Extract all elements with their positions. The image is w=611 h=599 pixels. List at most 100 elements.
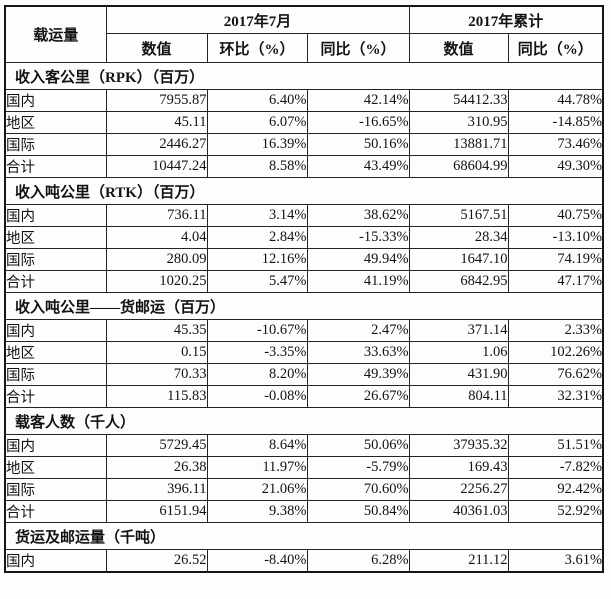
july-value-cell: 6151.94	[105, 500, 208, 523]
july-yoy-cell: -15.33%	[306, 226, 410, 249]
table-row: 国际 70.33 8.20% 49.39% 431.90 76.62%	[4, 363, 604, 386]
july-yoy-cell: 49.94%	[306, 248, 410, 271]
row-label: 国内	[4, 319, 107, 342]
july-mom-cell: 6.07%	[206, 111, 308, 134]
section-title-passengers: 载客人数（千人）	[4, 407, 604, 435]
row-label: 国际	[4, 133, 107, 156]
section-title-rtk-cargo: 收入吨公里——货邮运（百万）	[4, 292, 604, 320]
july-mom-cell: 9.38%	[206, 500, 308, 523]
table-row: 地区 4.04 2.84% -15.33% 28.34 -13.10%	[4, 226, 604, 249]
ytd-value-cell: 5167.51	[408, 204, 509, 227]
row-label: 合计	[4, 155, 107, 178]
july-value-cell: 70.33	[105, 363, 208, 386]
july-mom-cell: 6.40%	[206, 89, 308, 112]
july-mom-cell: -10.67%	[206, 319, 308, 342]
table-row: 地区 0.15 -3.35% 33.63% 1.06 102.26%	[4, 341, 604, 364]
july-value-header: 数值	[105, 33, 208, 63]
ytd-value-header: 数值	[408, 33, 509, 63]
ytd-value-cell: 371.14	[408, 319, 509, 342]
july-yoy-cell: 70.60%	[306, 478, 410, 501]
july-value-cell: 2446.27	[105, 133, 208, 156]
july-mom-cell: 11.97%	[206, 456, 308, 479]
ytd-value-cell: 169.43	[408, 456, 509, 479]
ytd-yoy-cell: 102.26%	[507, 341, 604, 364]
july-value-cell: 5729.45	[105, 434, 208, 457]
july-value-cell: 26.38	[105, 456, 208, 479]
ytd-value-cell: 211.12	[408, 549, 509, 573]
table-row: 合计 10447.24 8.58% 43.49% 68604.99 49.30%	[4, 155, 604, 178]
section-title-row: 货运及邮运量（千吨）	[4, 522, 604, 550]
ytd-value-cell: 2256.27	[408, 478, 509, 501]
july-mom-cell: 3.14%	[206, 204, 308, 227]
ytd-yoy-cell: 49.30%	[507, 155, 604, 178]
traffic-statistics-table: 载运量 2017年7月 2017年累计 数值 环比（%） 同比（%） 数值 同比…	[4, 5, 605, 573]
july-yoy-cell: 33.63%	[306, 341, 410, 364]
july-mom-cell: 8.58%	[206, 155, 308, 178]
row-label: 地区	[4, 341, 107, 364]
july-value-cell: 45.11	[105, 111, 208, 134]
section-title-row: 载客人数（千人）	[4, 407, 604, 435]
july-yoy-cell: 50.06%	[306, 434, 410, 457]
july-value-cell: 115.83	[105, 385, 208, 408]
table-row: 地区 26.38 11.97% -5.79% 169.43 -7.82%	[4, 456, 604, 479]
ytd-yoy-cell: 92.42%	[507, 478, 604, 501]
ytd-yoy-cell: -7.82%	[507, 456, 604, 479]
july-yoy-cell: 49.39%	[306, 363, 410, 386]
july-yoy-header: 同比（%）	[306, 33, 410, 63]
ytd-2017-group-header: 2017年累计	[408, 5, 604, 34]
july-yoy-cell: -16.65%	[306, 111, 410, 134]
july-mom-header: 环比（%）	[206, 33, 308, 63]
july-yoy-cell: 41.19%	[306, 270, 410, 293]
section-title-row: 收入客公里（RPK）（百万）	[4, 62, 604, 90]
header-group-row: 载运量 2017年7月 2017年累计	[4, 5, 604, 63]
table-row: 国内 736.11 3.14% 38.62% 5167.51 40.75%	[4, 204, 604, 227]
july-yoy-cell: 26.67%	[306, 385, 410, 408]
july-value-cell: 4.04	[105, 226, 208, 249]
july-value-cell: 0.15	[105, 341, 208, 364]
july-mom-cell: -3.35%	[206, 341, 308, 364]
ytd-value-cell: 6842.95	[408, 270, 509, 293]
row-label: 国内	[4, 434, 107, 457]
table-row: 国际 280.09 12.16% 49.94% 1647.10 74.19%	[4, 248, 604, 271]
ytd-value-cell: 1647.10	[408, 248, 509, 271]
header-sub-row: 数值 环比（%） 同比（%） 数值 同比（%）	[5, 33, 604, 63]
july-mom-cell: 21.06%	[206, 478, 308, 501]
document-page: 载运量 2017年7月 2017年累计 数值 环比（%） 同比（%） 数值 同比…	[4, 5, 605, 573]
ytd-yoy-cell: 51.51%	[507, 434, 604, 457]
ytd-yoy-cell: 73.46%	[507, 133, 604, 156]
ytd-value-cell: 310.95	[408, 111, 509, 134]
section-title-row: 收入吨公里——货邮运（百万）	[4, 292, 604, 320]
ytd-yoy-cell: 47.17%	[507, 270, 604, 293]
july-mom-cell: 5.47%	[206, 270, 308, 293]
row-label: 地区	[4, 111, 107, 134]
ytd-value-cell: 804.11	[408, 385, 509, 408]
table-row: 合计 6151.94 9.38% 50.84% 40361.03 52.92%	[4, 500, 604, 523]
ytd-yoy-cell: 44.78%	[507, 89, 604, 112]
section-title-rpk: 收入客公里（RPK）（百万）	[4, 62, 604, 90]
table-row: 国际 2446.27 16.39% 50.16% 13881.71 73.46%	[4, 133, 604, 156]
ytd-value-cell: 431.90	[408, 363, 509, 386]
row-label: 国内	[4, 89, 107, 112]
row-label: 地区	[4, 226, 107, 249]
section-title-rtk: 收入吨公里（RTK）（百万）	[4, 177, 604, 205]
ytd-value-cell: 40361.03	[408, 500, 509, 523]
ytd-yoy-cell: 52.92%	[507, 500, 604, 523]
row-label: 合计	[4, 385, 107, 408]
section-title-cargo-mail: 货运及邮运量（千吨）	[4, 522, 604, 550]
table-row: 国内 45.35 -10.67% 2.47% 371.14 2.33%	[4, 319, 604, 342]
july-yoy-cell: 6.28%	[306, 549, 410, 573]
july-value-cell: 280.09	[105, 248, 208, 271]
july-mom-cell: -8.40%	[206, 549, 308, 573]
table-row: 国内 5729.45 8.64% 50.06% 37935.32 51.51%	[4, 434, 604, 457]
table-row: 国际 396.11 21.06% 70.60% 2256.27 92.42%	[4, 478, 604, 501]
ytd-value-cell: 28.34	[408, 226, 509, 249]
july-yoy-cell: 43.49%	[306, 155, 410, 178]
ytd-value-cell: 37935.32	[408, 434, 509, 457]
row-label: 地区	[4, 456, 107, 479]
july-value-cell: 26.52	[105, 549, 208, 573]
table-row: 合计 115.83 -0.08% 26.67% 804.11 32.31%	[4, 385, 604, 408]
july-yoy-cell: 42.14%	[306, 89, 410, 112]
row-label: 国际	[4, 248, 107, 271]
ytd-value-cell: 13881.71	[408, 133, 509, 156]
ytd-value-cell: 68604.99	[408, 155, 509, 178]
